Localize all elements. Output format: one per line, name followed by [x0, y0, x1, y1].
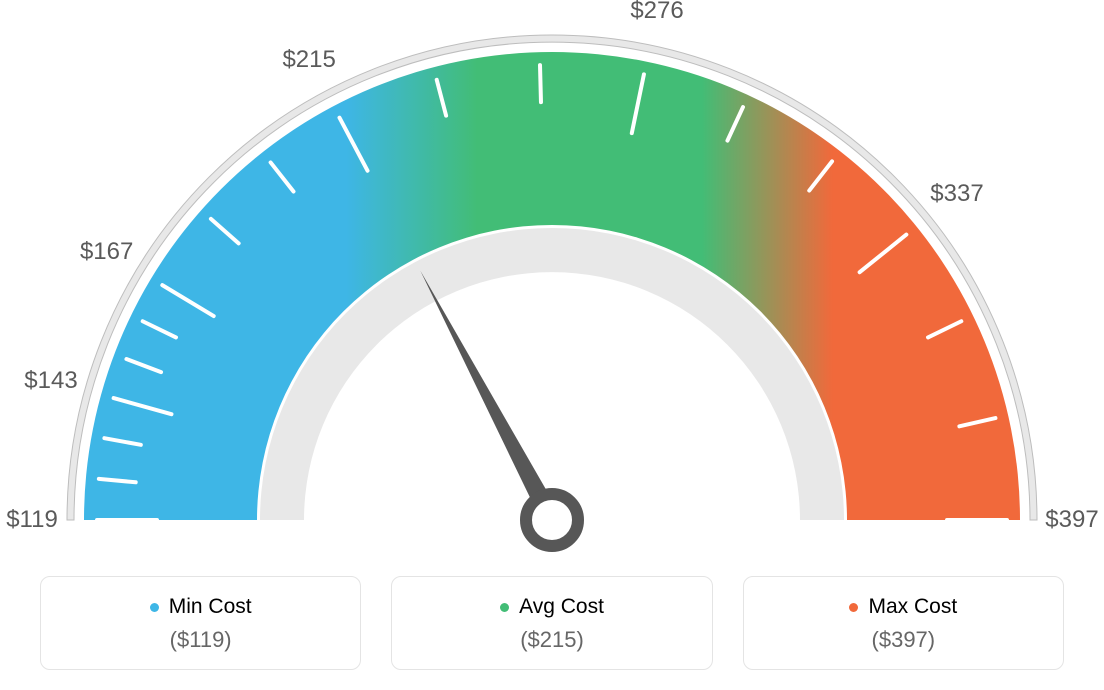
legend-avg-title: Avg Cost: [500, 595, 604, 619]
dot-icon: [849, 603, 858, 612]
gauge-tick-label: $143: [24, 367, 77, 395]
legend-max-label: Max Cost: [868, 595, 957, 619]
gauge-tick-label: $276: [630, 0, 683, 25]
legend-max-title: Max Cost: [849, 595, 957, 619]
legend-row: Min Cost ($119) Avg Cost ($215) Max Cost…: [0, 576, 1104, 670]
legend-min: Min Cost ($119): [40, 576, 361, 670]
gauge-chart: $119 $143 $167 $215 $276 $337 $397: [0, 0, 1104, 560]
gauge-tick-label: $337: [930, 180, 983, 208]
gauge-tick-label: $397: [1045, 506, 1098, 534]
gauge-svg: [0, 0, 1104, 560]
legend-max: Max Cost ($397): [743, 576, 1064, 670]
dot-icon: [150, 603, 159, 612]
gauge-tick-label: $119: [6, 506, 58, 534]
dot-icon: [500, 603, 509, 612]
legend-max-value: ($397): [744, 627, 1063, 653]
legend-avg-label: Avg Cost: [519, 595, 604, 619]
gauge-tick-label: $215: [282, 46, 335, 74]
legend-min-title: Min Cost: [150, 595, 252, 619]
legend-avg-value: ($215): [392, 627, 711, 653]
legend-avg: Avg Cost ($215): [391, 576, 712, 670]
gauge-tick-label: $167: [80, 238, 133, 266]
legend-min-label: Min Cost: [169, 595, 252, 619]
legend-min-value: ($119): [41, 627, 360, 653]
